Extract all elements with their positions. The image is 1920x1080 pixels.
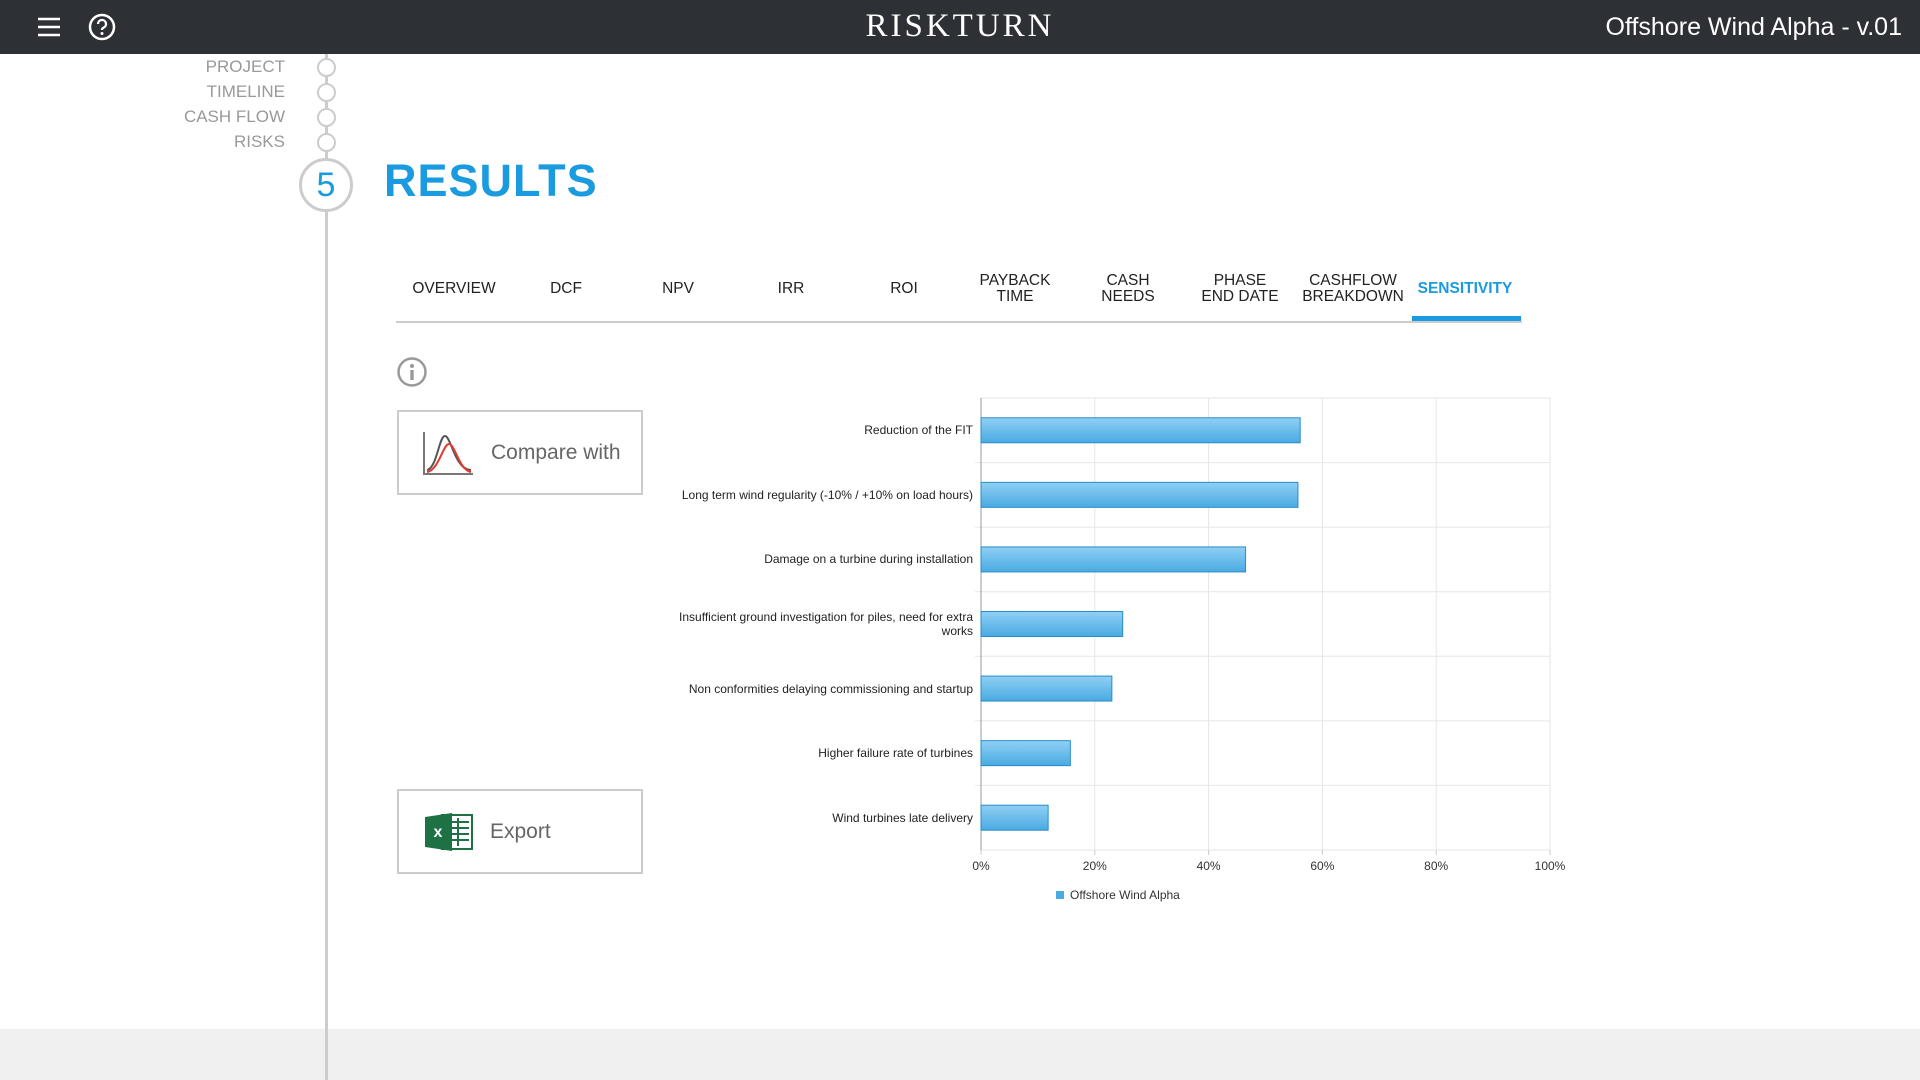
x-tick-label: 60% xyxy=(1310,859,1334,873)
tab[interactable]: SENSITIVITY xyxy=(1409,269,1521,309)
compare-label: Compare with xyxy=(491,440,621,464)
x-tick-label: 80% xyxy=(1424,859,1448,873)
tab-label: BREAKDOWN xyxy=(1302,288,1404,305)
bar xyxy=(980,546,1247,573)
top-bar: RISKTURN Offshore Wind Alpha - v.01 xyxy=(0,0,1920,54)
bar xyxy=(980,611,1124,637)
tab-label: NEEDS xyxy=(1101,288,1155,305)
x-tick-label: 20% xyxy=(1083,859,1107,873)
nav-step[interactable]: RISKS xyxy=(233,132,285,151)
nav-dot xyxy=(317,58,336,77)
y-tick-label: Insufficient ground investigation for pi… xyxy=(679,610,973,638)
nav-dot xyxy=(317,83,336,102)
bar xyxy=(980,417,1301,444)
tab-rule xyxy=(396,321,1522,323)
compare-button[interactable]: Compare with xyxy=(397,410,643,495)
export-label: Export xyxy=(490,819,551,843)
progress-line xyxy=(325,54,328,1080)
y-tick-label: Reduction of the FIT xyxy=(864,423,973,438)
tab[interactable]: CASHFLOW BREAKDOWN xyxy=(1297,269,1409,309)
nav-dot xyxy=(317,133,336,152)
legend-label: Offshore Wind Alpha xyxy=(1070,888,1180,902)
tab-label: PAYBACK xyxy=(979,272,1051,289)
bar xyxy=(980,481,1299,508)
step-number: 5 xyxy=(299,158,353,212)
footer-band xyxy=(0,1029,1920,1080)
tab-label: IRR xyxy=(777,280,805,297)
tab-label: PHASE xyxy=(1213,272,1267,289)
tab-label: DCF xyxy=(550,280,582,297)
y-tick-label: Wind turbines late delivery xyxy=(832,810,973,825)
tab-label: CASHFLOW xyxy=(1309,272,1397,289)
info-icon[interactable] xyxy=(396,356,428,388)
menu-icon[interactable] xyxy=(37,16,61,38)
tab-label: CASH xyxy=(1106,272,1150,289)
tab[interactable]: OVERVIEW xyxy=(398,269,510,309)
excel-icon: x xyxy=(425,812,473,851)
bar xyxy=(980,804,1049,831)
y-tick-label: Long term wind regularity (-10% / +10% o… xyxy=(681,487,973,502)
x-tick-label: 0% xyxy=(972,859,990,873)
y-tick-label: Damage on a turbine during installation xyxy=(764,552,973,567)
nav-step[interactable]: PROJECT xyxy=(205,57,285,76)
tab-label: NPV xyxy=(662,280,694,297)
nav-dot xyxy=(317,108,336,127)
x-tick-label: 40% xyxy=(1197,859,1221,873)
tab-label: TIME xyxy=(996,288,1034,305)
tab[interactable]: NPV xyxy=(622,269,734,309)
tab-label: OVERVIEW xyxy=(412,280,496,297)
legend-swatch xyxy=(1056,891,1064,899)
help-icon[interactable] xyxy=(88,13,116,41)
tab-active-underline xyxy=(1412,316,1521,321)
nav-step[interactable]: CASH FLOW xyxy=(183,107,285,126)
compare-icon xyxy=(423,431,473,475)
tab[interactable]: ROI xyxy=(848,269,960,309)
tab[interactable]: CASH NEEDS xyxy=(1072,269,1184,309)
tab[interactable]: PHASE END DATE xyxy=(1184,269,1296,309)
logo: RISKTURN xyxy=(865,8,1055,44)
tab[interactable]: IRR xyxy=(735,269,847,309)
export-button[interactable]: x Export xyxy=(397,789,643,874)
y-tick-label: Higher failure rate of turbines xyxy=(818,746,973,761)
tab-label: ROI xyxy=(890,280,918,297)
section-title: RESULTS xyxy=(384,155,598,206)
tab-label: END DATE xyxy=(1201,288,1279,305)
x-tick-label: 100% xyxy=(1535,859,1566,873)
project-title: Offshore Wind Alpha - v.01 xyxy=(1605,13,1902,41)
bar xyxy=(980,675,1113,702)
y-tick-label: Non conformities delaying commissioning … xyxy=(688,681,973,696)
svg-text:x: x xyxy=(434,824,443,841)
nav-step[interactable]: TIMELINE xyxy=(206,82,285,101)
bar xyxy=(980,740,1071,767)
tab[interactable]: DCF xyxy=(510,269,622,309)
tab-label: SENSITIVITY xyxy=(1417,280,1513,297)
tab[interactable]: PAYBACK TIME xyxy=(959,269,1071,309)
